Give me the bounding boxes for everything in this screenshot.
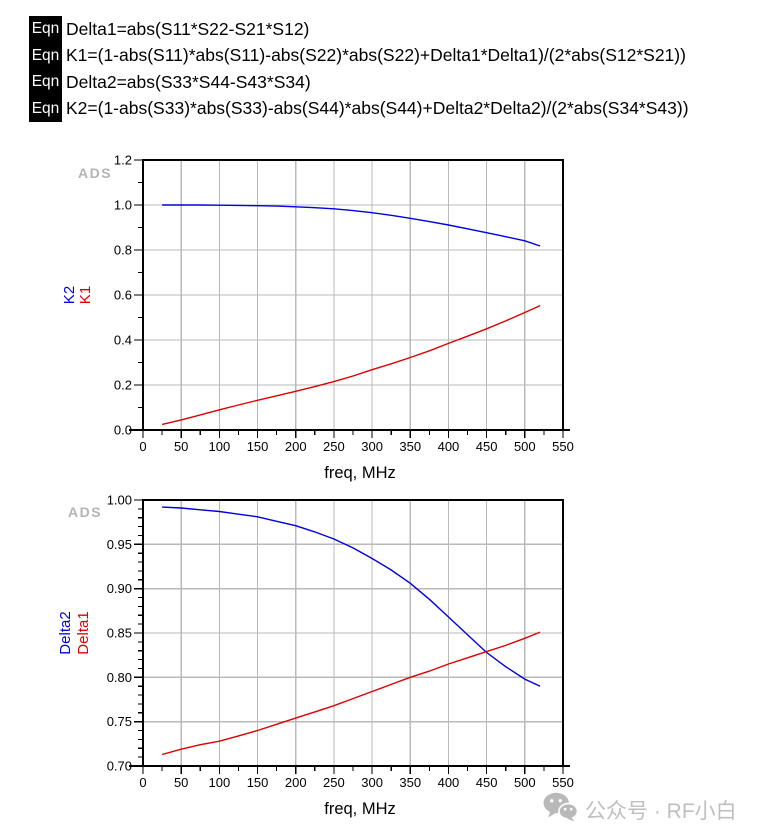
eqn-label: Eqn bbox=[29, 16, 62, 43]
svg-text:0.4: 0.4 bbox=[114, 333, 132, 348]
svg-text:0.8: 0.8 bbox=[114, 243, 132, 258]
eqn-label: Eqn bbox=[29, 69, 62, 96]
svg-text:500: 500 bbox=[514, 775, 536, 790]
svg-text:50: 50 bbox=[174, 439, 188, 454]
svg-text:250: 250 bbox=[323, 439, 345, 454]
axis-ticks bbox=[134, 159, 564, 438]
svg-text:1.0: 1.0 bbox=[114, 198, 132, 213]
x-axis-title: freq, MHz bbox=[324, 800, 396, 818]
equation-list: Eqn Delta1=abs(S11*S22-S21*S12) Eqn K1=(… bbox=[29, 16, 689, 122]
equation-text: Delta2=abs(S33*S44-S43*S34) bbox=[66, 71, 311, 92]
svg-text:0.85: 0.85 bbox=[107, 626, 132, 641]
ads-logo-watermark: ADS bbox=[78, 165, 112, 181]
y-axis-trace-label: Delta2 bbox=[57, 611, 74, 654]
svg-text:0.2: 0.2 bbox=[114, 378, 132, 393]
svg-text:300: 300 bbox=[361, 439, 383, 454]
axis-ticks bbox=[134, 499, 564, 774]
trace-K2[interactable] bbox=[162, 204, 541, 247]
svg-text:550: 550 bbox=[552, 439, 574, 454]
svg-text:500: 500 bbox=[514, 439, 536, 454]
trace-K1[interactable] bbox=[161, 304, 541, 426]
svg-text:100: 100 bbox=[209, 439, 231, 454]
y-axis-trace-label: Delta1 bbox=[75, 611, 92, 654]
svg-text:0.95: 0.95 bbox=[107, 537, 132, 552]
brand-watermark: 公众号 · RF小白 bbox=[543, 792, 737, 827]
equation-text: K2=(1-abs(S33)*abs(S33)-abs(S44)*abs(S44… bbox=[66, 98, 689, 119]
svg-text:250: 250 bbox=[323, 775, 345, 790]
svg-text:400: 400 bbox=[438, 439, 460, 454]
trace-Delta2[interactable] bbox=[162, 506, 541, 687]
equation-text: K1=(1-abs(S11)*abs(S11)-abs(S22)*abs(S22… bbox=[66, 45, 686, 66]
delta-chart[interactable]: 0 50 100 150 200 250 300 350 400 450 500 550 0.70 0.7… bbox=[0, 485, 620, 840]
brand-text: 公众号 · RF小白 bbox=[585, 799, 737, 823]
trace-Delta1[interactable] bbox=[161, 631, 541, 756]
svg-text:50: 50 bbox=[174, 775, 188, 790]
equation-text: Delta1=abs(S11*S22-S21*S12) bbox=[66, 18, 310, 39]
ads-logo-watermark: ADS bbox=[68, 504, 102, 520]
svg-text:0.0: 0.0 bbox=[114, 423, 132, 438]
svg-text:150: 150 bbox=[247, 439, 269, 454]
equation-row[interactable]: Eqn Delta2=abs(S33*S44-S43*S34) bbox=[29, 69, 689, 96]
y-axis-trace-label: K2 bbox=[61, 286, 78, 304]
svg-text:0: 0 bbox=[139, 439, 146, 454]
svg-text:200: 200 bbox=[285, 775, 307, 790]
svg-text:350: 350 bbox=[399, 439, 421, 454]
tick-labels: 0 50 100 150 200 250 300 350 400 450 500 550 0.70 0.7… bbox=[107, 493, 574, 791]
svg-text:100: 100 bbox=[209, 775, 231, 790]
svg-text:300: 300 bbox=[361, 775, 383, 790]
svg-text:450: 450 bbox=[476, 775, 498, 790]
svg-text:550: 550 bbox=[552, 775, 574, 790]
svg-text:350: 350 bbox=[399, 775, 421, 790]
svg-text:0.90: 0.90 bbox=[107, 581, 132, 596]
eqn-label: Eqn bbox=[29, 95, 62, 122]
k-stability-chart[interactable]: 0 50 100 150 200 250 300 350 400 450 500 550 0.0 0.2 0… bbox=[0, 145, 620, 490]
svg-text:0.80: 0.80 bbox=[107, 670, 132, 685]
svg-text:200: 200 bbox=[285, 439, 307, 454]
wechat-icon bbox=[543, 792, 579, 827]
svg-text:0.75: 0.75 bbox=[107, 714, 132, 729]
svg-text:0.70: 0.70 bbox=[107, 759, 132, 774]
tick-labels: 0 50 100 150 200 250 300 350 400 450 500 550 0.0 0.2 0… bbox=[114, 153, 574, 455]
gridlines bbox=[143, 500, 563, 766]
svg-text:400: 400 bbox=[438, 775, 460, 790]
svg-text:450: 450 bbox=[476, 439, 498, 454]
svg-text:0.6: 0.6 bbox=[114, 288, 132, 303]
eqn-label: Eqn bbox=[29, 42, 62, 69]
equation-row[interactable]: Eqn K2=(1-abs(S33)*abs(S33)-abs(S44)*abs… bbox=[29, 95, 689, 122]
equation-row[interactable]: Eqn K1=(1-abs(S11)*abs(S11)-abs(S22)*abs… bbox=[29, 42, 689, 69]
x-axis-title: freq, MHz bbox=[324, 464, 396, 482]
gridlines bbox=[143, 160, 563, 430]
equation-row[interactable]: Eqn Delta1=abs(S11*S22-S21*S12) bbox=[29, 16, 689, 43]
y-axis-trace-label: K1 bbox=[77, 286, 94, 304]
svg-text:0: 0 bbox=[139, 775, 146, 790]
svg-text:150: 150 bbox=[247, 775, 269, 790]
svg-text:1.2: 1.2 bbox=[114, 153, 132, 168]
svg-text:1.00: 1.00 bbox=[107, 493, 132, 508]
